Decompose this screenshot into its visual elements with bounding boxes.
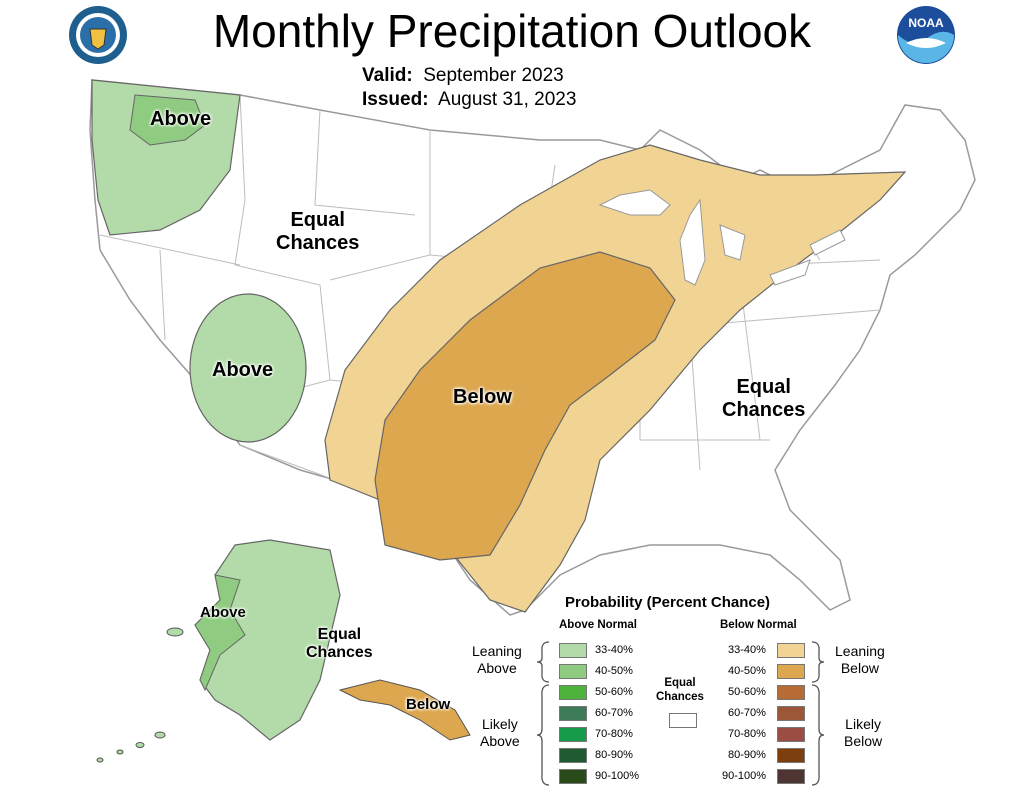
below-range-90-100: 90-100% [722,770,767,782]
swatch-below-33-40 [777,643,805,658]
valid-value: September 2023 [423,65,564,86]
brace-likely-above [536,684,550,786]
noaa-logo: NOAA [896,5,956,65]
region-nevada-above-33-40 [189,293,307,443]
swatch-above-60-70 [559,706,587,721]
issued-label: Issued: [362,89,429,110]
legend-leaning-above: Leaning Above [472,643,522,676]
above-range-60-70: 60-70% [595,707,633,719]
below-range-70-80: 70-80% [728,728,766,740]
brace-leaning-above [536,641,550,683]
brace-leaning-below [811,641,825,683]
swatch-below-80-90 [777,748,805,763]
legend-above-header: Above Normal [559,619,637,631]
below-range-40-50: 40-50% [728,665,766,677]
swatch-above-50-60 [559,685,587,700]
swatch-above-33-40 [559,643,587,658]
region-alaska-panhandle-below [338,679,471,741]
great-lakes [598,189,846,286]
label-alaska-above: Above [200,604,246,621]
page-title: Monthly Precipitation Outlook [212,5,812,57]
label-alaska-below: Below [406,696,451,713]
legend-title: Probability (Percent Chance) [565,594,771,611]
swatch-below-50-60 [777,685,805,700]
label-east-equal-chances: Equal Chances [722,376,806,421]
valid-label: Valid: [362,65,413,86]
legend-equal-chances-label: Equal Chances [656,677,704,703]
above-range-33-40: 33-40% [595,644,633,656]
below-range-60-70: 60-70% [728,707,766,719]
brace-likely-below [811,684,825,786]
swatch-below-60-70 [777,706,805,721]
above-range-90-100: 90-100% [595,770,640,782]
swatch-above-80-90 [559,748,587,763]
label-nw-above: Above [150,108,212,130]
swatch-below-40-50 [777,664,805,679]
aleutian-islands [96,627,184,763]
swatch-above-40-50 [559,664,587,679]
below-range-50-60: 50-60% [728,686,766,698]
swatch-below-70-80 [777,727,805,742]
svg-text:NOAA: NOAA [908,16,944,30]
label-nevada-above: Above [212,359,274,381]
doc-seal-logo [68,5,128,65]
legend-leaning-below: Leaning Below [835,643,885,676]
legend-likely-below: Likely Below [844,716,883,749]
legend-below-header: Below Normal [720,619,797,631]
swatch-above-90-100 [559,769,587,784]
region-alaska-above-40-50 [194,574,246,692]
region-central-below-40-50 [374,251,676,561]
swatch-above-70-80 [559,727,587,742]
swatch-below-90-100 [777,769,805,784]
label-alaska-equal-chances: Equal Chances [306,626,373,662]
valid-issued-block: Valid: September 2023 Issued: August 31,… [362,64,576,112]
above-range-50-60: 50-60% [595,686,633,698]
label-central-below: Below [453,386,512,408]
below-range-33-40: 33-40% [728,644,766,656]
below-range-80-90: 80-90% [728,749,766,761]
label-west-equal-chances: Equal Chances [276,209,360,254]
swatch-equal-chances [669,713,697,728]
above-range-80-90: 80-90% [595,749,633,761]
above-range-70-80: 70-80% [595,728,633,740]
region-nw-above-40-50 [129,94,206,146]
legend-likely-above: Likely Above [480,716,520,749]
issued-value: August 31, 2023 [438,89,577,110]
above-range-40-50: 40-50% [595,665,633,677]
